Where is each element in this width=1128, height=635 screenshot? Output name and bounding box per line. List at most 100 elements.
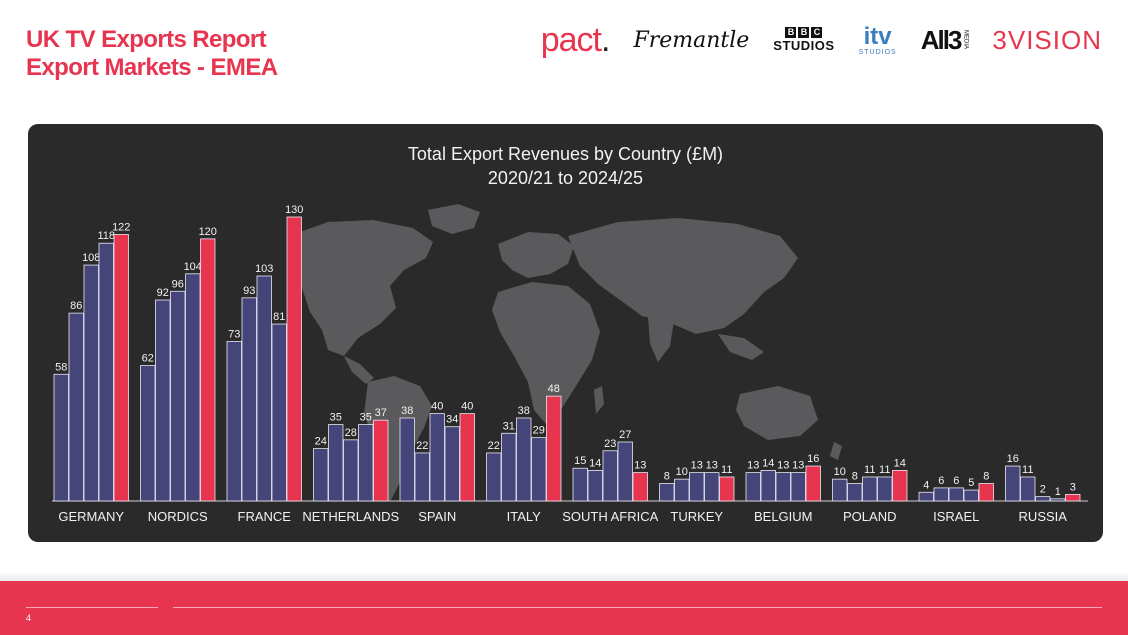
bar-south-africa-0 (572, 467, 588, 502)
bar-value-label: 35 (330, 412, 342, 424)
bar-value-label: 81 (273, 311, 285, 323)
bar-value-label: 22 (488, 440, 500, 452)
itv-text: itv (863, 22, 892, 50)
bbc-letter: C (811, 27, 823, 38)
itv-studios-logo: itv STUDIOS (859, 22, 897, 56)
category-label: POLAND (843, 509, 896, 524)
bar-value-label: 108 (82, 252, 100, 264)
bar-value-label: 11 (879, 464, 890, 476)
bar-value-label: 31 (503, 420, 515, 432)
bar-spain-4 (459, 413, 475, 502)
bar-value-label: 14 (762, 457, 774, 469)
bar-value-label: 37 (375, 407, 387, 419)
bar-value-label: 27 (619, 429, 631, 441)
bar-nordics-3 (185, 273, 201, 502)
bar-value-label: 13 (792, 460, 804, 472)
footer-shadow (0, 572, 1128, 582)
bbc-letter: B (798, 27, 810, 38)
bar-value-label: 8 (983, 471, 989, 483)
page-number: 4 (26, 613, 32, 623)
bar-israel-2 (948, 487, 964, 502)
bar-value-label: 16 (1007, 453, 1019, 465)
bar-italy-2 (516, 417, 532, 502)
map-greenland (428, 204, 480, 234)
bar-value-label: 6 (953, 475, 959, 487)
map-europe (498, 232, 574, 278)
bar-belgium-2 (775, 472, 791, 502)
bar-value-label: 24 (315, 436, 327, 448)
bar-value-label: 22 (416, 440, 428, 452)
chart-panel: Total Export Revenues by Country (£M) 20… (28, 124, 1103, 542)
bar-value-label: 13 (691, 460, 703, 472)
bar-value-label: 10 (834, 466, 846, 478)
world-map-background (290, 204, 842, 502)
bar-nordics-0 (140, 365, 156, 502)
bar-russia-1 (1020, 476, 1036, 502)
bar-netherlands-1 (328, 424, 344, 502)
category-label: GERMANY (58, 509, 124, 524)
bar-italy-4 (546, 395, 562, 502)
map-africa (492, 282, 600, 424)
chart-subtitle: 2020/21 to 2024/25 (487, 168, 644, 188)
bar-germany-4 (113, 234, 129, 502)
bar-value-label: 120 (199, 226, 217, 238)
bar-value-label: 118 (97, 230, 115, 242)
bar-value-label: 130 (285, 204, 303, 216)
bar-italy-1 (501, 432, 517, 502)
bar-value-label: 96 (172, 278, 184, 290)
bar-value-label: 122 (112, 221, 130, 233)
bar-south-africa-4 (632, 472, 648, 502)
bar-germany-2 (83, 264, 99, 502)
bar-value-label: 62 (142, 353, 154, 365)
bar-france-2 (256, 275, 272, 502)
bar-poland-3 (877, 476, 893, 502)
bar-turkey-1 (674, 478, 690, 502)
report-title: UK TV Exports Report Export Markets - EM… (26, 26, 278, 82)
bar-russia-0 (1005, 465, 1021, 502)
bar-chart: 5886108118122GERMANY629296104120NORDICS7… (52, 204, 1088, 524)
bar-value-label: 92 (157, 287, 169, 299)
bar-poland-4 (892, 470, 908, 502)
pact-logo: pact. (540, 21, 611, 59)
bar-turkey-3 (704, 472, 720, 502)
bar-spain-1 (414, 452, 430, 502)
category-label: BELGIUM (754, 509, 813, 524)
bar-nordics-4 (200, 238, 216, 502)
bar-value-label: 38 (518, 405, 530, 417)
bar-netherlands-2 (343, 439, 359, 502)
map-south-america (364, 376, 432, 502)
partner-logos: pact. Fremantle B B C STUDIOS itv STUDIO… (517, 18, 1102, 62)
bar-israel-1 (933, 487, 949, 502)
bar-value-label: 11 (721, 464, 732, 476)
bbc-letter: B (785, 27, 797, 38)
bar-nordics-1 (155, 299, 171, 502)
bar-turkey-2 (689, 472, 705, 502)
pact-logo-dot: . (601, 21, 611, 59)
bar-russia-3 (1050, 498, 1066, 502)
bar-value-label: 13 (777, 460, 789, 472)
category-label: TURKEY (670, 509, 723, 524)
category-label: ISRAEL (933, 509, 979, 524)
bar-value-label: 10 (676, 466, 688, 478)
bar-germany-3 (98, 242, 114, 502)
map-madagascar (594, 386, 604, 414)
map-india (648, 316, 674, 362)
pact-logo-text: pact (540, 21, 602, 59)
bar-belgium-3 (790, 472, 806, 502)
fremantle-logo: Fremantle (633, 27, 750, 53)
all3-media-text: MEDIA (962, 30, 969, 50)
bars-layer: 5886108118122GERMANY629296104120NORDICS7… (52, 204, 1088, 524)
bar-value-label: 4 (923, 479, 929, 491)
bar-value-label: 3 (1070, 481, 1076, 493)
bar-value-label: 73 (228, 329, 240, 341)
bar-value-label: 14 (589, 457, 601, 469)
bar-israel-3 (963, 489, 979, 502)
bar-value-label: 40 (461, 401, 473, 413)
report-title-line1: UK TV Exports Report (26, 26, 267, 53)
bar-value-label: 13 (706, 460, 718, 472)
bar-value-label: 34 (446, 414, 458, 426)
bar-value-label: 8 (664, 471, 670, 483)
bar-value-label: 15 (574, 455, 586, 467)
category-label: ITALY (507, 509, 542, 524)
bar-germany-0 (53, 373, 69, 502)
